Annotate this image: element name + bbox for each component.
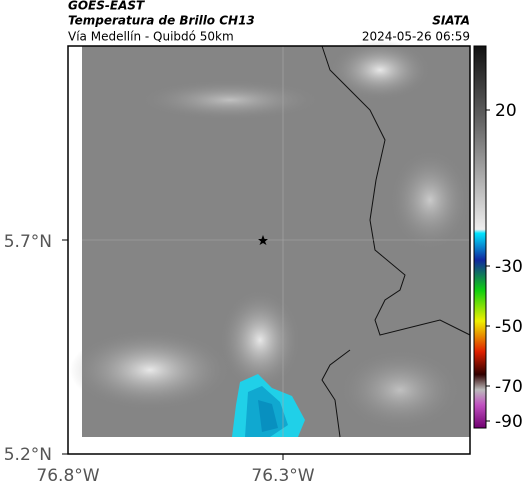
colorbar-label: -50 [495, 317, 523, 337]
lat-label: 5.7°N [4, 232, 52, 252]
region: Vía Medellín - Quibdó 50km [68, 30, 234, 44]
colorbar-label: -70 [495, 377, 523, 397]
subtitle: Temperatura de Brillo CH13 [68, 14, 255, 28]
lon-label: 76.3°W [251, 466, 314, 486]
colorbar-label: 20 [495, 101, 517, 121]
colorbar-label: -30 [495, 257, 523, 277]
colorbar-label: -90 [495, 412, 523, 432]
lat-label: 5.2°N [4, 445, 52, 465]
satellite-image [70, 40, 471, 438]
lon-label: 76.8°W [36, 466, 99, 486]
timestamp: 2024-05-26 06:59 [362, 30, 470, 44]
colorbar [473, 45, 487, 429]
title: GOES-EAST [68, 0, 145, 13]
source: SIATA [432, 14, 470, 28]
colorbar-ticks [486, 109, 490, 422]
map-frame [67, 45, 471, 455]
